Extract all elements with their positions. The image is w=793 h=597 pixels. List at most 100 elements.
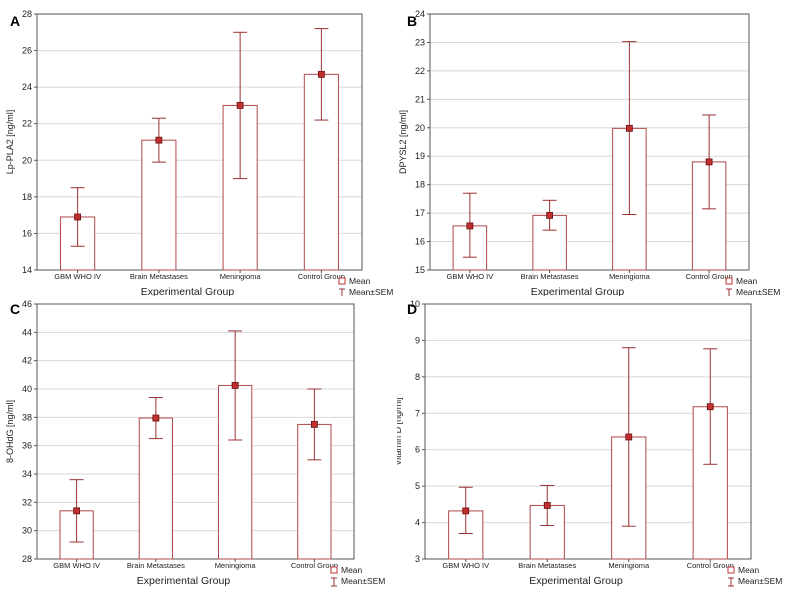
- mean-marker: [155, 136, 163, 144]
- plot-frame: [429, 13, 750, 271]
- mean-marker: [625, 124, 633, 132]
- chart-panel-c: 28 30 32 34 36 38 40 42 44 46 GBM WHO IV Brain Meta…: [0, 296, 397, 592]
- chart-panel-d: 3 4 5 6 7 8 9 10 GBM WHO IV Brain Metastases Menin…: [393, 296, 793, 592]
- y-tick-label: 3: [415, 554, 420, 564]
- panel-label: A: [10, 13, 20, 29]
- panel-label: B: [407, 13, 417, 29]
- x-tick-label: Meningioma: [609, 272, 651, 281]
- x-tick-label: Meningioma: [608, 561, 650, 570]
- y-tick-label: 8: [415, 372, 420, 382]
- x-tick-label: GBM WHO IV: [54, 272, 101, 281]
- mean-marker: [231, 382, 239, 389]
- legend-mean-label: Mean: [349, 276, 371, 286]
- y-tick-label: 22: [415, 66, 425, 76]
- x-tick-label: Brain Metastases: [130, 272, 188, 281]
- chart-svg: 3 4 5 6 7 8 9 10 GBM WHO IV Brain Metastases Menin…: [393, 299, 782, 587]
- panel-label: D: [407, 301, 417, 317]
- legend-mean-label: Mean: [738, 565, 760, 575]
- y-tick-label: 10: [410, 299, 420, 309]
- y-tick-label: 22: [22, 119, 32, 129]
- chart-svg: 14 16 18 20 22 24 26 28 GBM WHO IV Brain Metastas…: [5, 9, 393, 298]
- x-tick-label: Brain Metastases: [521, 272, 579, 281]
- x-tick-label: GBM WHO IV: [447, 272, 494, 281]
- y-tick-label: 18: [415, 180, 425, 190]
- x-tick-label: Control Group: [298, 272, 345, 281]
- mean-marker: [152, 414, 160, 422]
- x-tick-label: Meningioma: [220, 272, 262, 281]
- mean-marker: [705, 158, 713, 166]
- legend-mean-label: Mean: [341, 565, 363, 575]
- y-tick-label: 36: [22, 441, 32, 451]
- chart-panel-a: 14 16 18 20 22 24 26 28 GBM WHO IV Brain Metastas…: [0, 0, 397, 298]
- x-tick-label: Brain Metastases: [518, 561, 576, 570]
- legend-sem-label: Mean±SEM: [349, 287, 393, 296]
- chart-panel-b: 15 16 17 18 19 20 21 22 23 24 GBM WHO IV Brain Meta…: [397, 0, 793, 298]
- x-tick-label: Control Group: [687, 561, 734, 570]
- y-tick-label: 6: [415, 445, 420, 455]
- mean-marker: [543, 502, 551, 509]
- x-axis-label: Experimental Group: [531, 286, 625, 296]
- y-tick-label: 32: [22, 497, 32, 507]
- y-tick-label: 38: [22, 412, 32, 422]
- y-tick-label: 30: [22, 526, 32, 536]
- x-axis-label: Experimental Group: [141, 286, 235, 296]
- mean-marker: [625, 433, 633, 441]
- legend-mean-swatch: [338, 277, 346, 285]
- plot-frame: [424, 303, 752, 560]
- y-tick-label: 21: [415, 94, 425, 104]
- mean-marker: [317, 70, 325, 78]
- x-tick-label: Brain Metastases: [127, 561, 185, 570]
- mean-marker: [462, 507, 470, 515]
- plot-frame: [36, 303, 355, 560]
- y-tick-label: 7: [415, 408, 420, 418]
- legend-sem-label: Mean±SEM: [736, 287, 780, 296]
- legend-mean-swatch: [727, 566, 735, 574]
- x-tick-label: Meningioma: [215, 561, 257, 570]
- y-tick-label: 19: [415, 151, 425, 161]
- y-tick-label: 40: [22, 384, 32, 394]
- y-tick-label: 14: [22, 265, 32, 275]
- x-tick-label: Control Group: [291, 561, 338, 570]
- mean-marker: [310, 421, 318, 428]
- y-tick-label: 20: [415, 123, 425, 133]
- y-tick-label: 46: [22, 299, 32, 309]
- x-tick-label: GBM WHO IV: [442, 561, 489, 570]
- y-tick-label: 9: [415, 335, 420, 345]
- x-axis-label: Experimental Group: [137, 575, 231, 587]
- y-tick-label: 20: [22, 155, 32, 165]
- mean-marker: [546, 211, 554, 219]
- mean-marker: [236, 102, 244, 109]
- y-tick-label: 16: [415, 237, 425, 247]
- legend-sem-label: Mean±SEM: [738, 576, 782, 586]
- y-tick-label: 15: [415, 265, 425, 275]
- y-tick-label: 5: [415, 481, 420, 491]
- mean-marker: [74, 213, 82, 221]
- chart-svg: 28 30 32 34 36 38 40 42 44 46 GBM WHO IV Brain Meta…: [5, 299, 385, 587]
- y-tick-label: 4: [415, 518, 420, 528]
- y-tick-label: 17: [415, 208, 425, 218]
- y-tick-label: 16: [22, 228, 32, 238]
- y-axis-label: Lp-PLA2 [ng/ml]: [5, 110, 15, 175]
- y-tick-label: 28: [22, 9, 32, 19]
- y-axis-label: DPYSL2 [ng/ml]: [398, 110, 408, 174]
- panel-label: C: [10, 301, 20, 317]
- y-axis-label: 8-OHdG [ng/ml]: [5, 400, 15, 463]
- x-axis-label: Experimental Group: [529, 575, 623, 587]
- chart-svg: 15 16 17 18 19 20 21 22 23 24 GBM WHO IV Brain Meta…: [398, 9, 780, 298]
- y-tick-label: 34: [22, 469, 32, 479]
- y-tick-label: 24: [415, 9, 425, 19]
- y-tick-label: 24: [22, 82, 32, 92]
- y-tick-label: 23: [415, 37, 425, 47]
- legend-mean-swatch: [330, 566, 338, 574]
- x-tick-label: Control Group: [686, 272, 733, 281]
- y-tick-label: 28: [22, 554, 32, 564]
- plot-frame: [36, 13, 363, 271]
- bar: [138, 417, 174, 560]
- x-tick-label: GBM WHO IV: [53, 561, 100, 570]
- legend-mean-swatch: [725, 277, 733, 285]
- y-axis-label: Vitamin D [ng/ml]: [397, 397, 403, 465]
- legend-sem-label: Mean±SEM: [341, 576, 385, 586]
- y-tick-label: 18: [22, 192, 32, 202]
- y-tick-label: 44: [22, 327, 32, 337]
